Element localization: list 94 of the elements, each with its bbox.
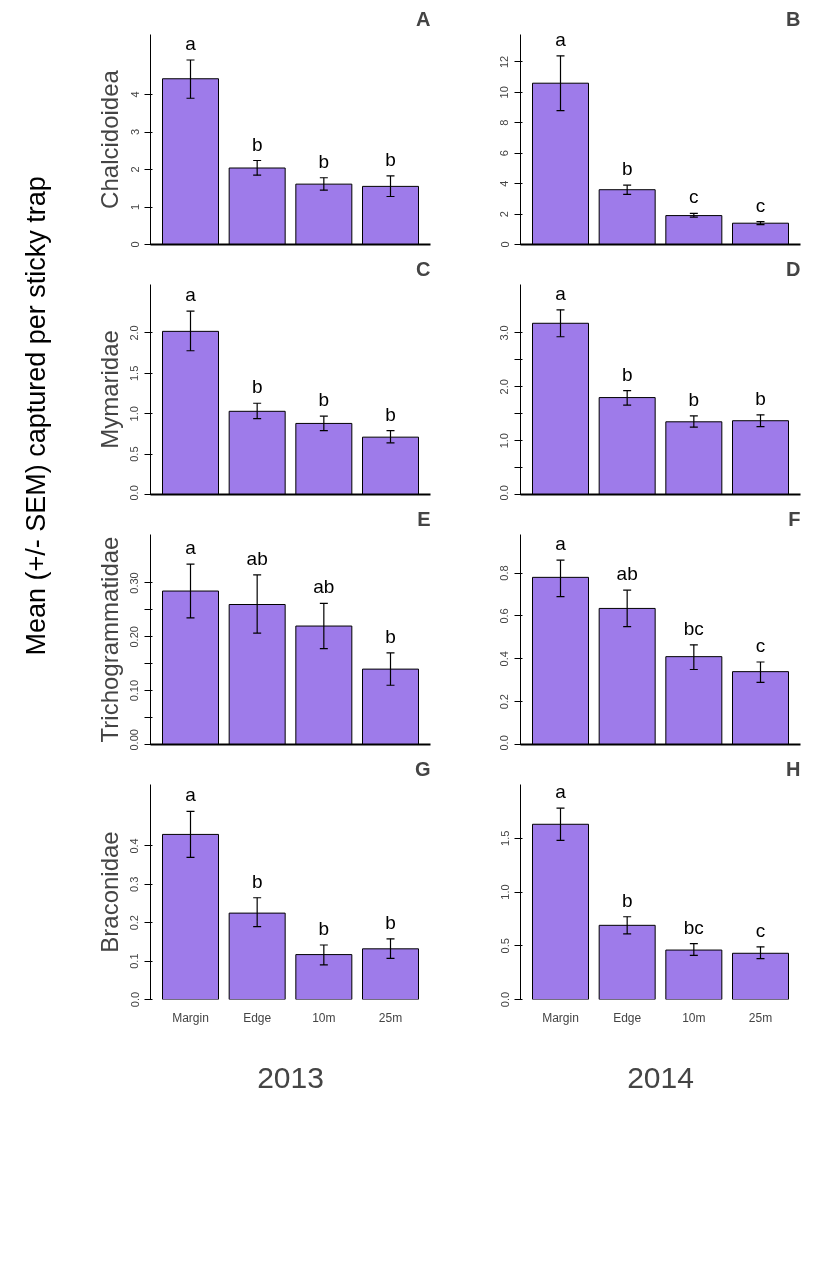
y-axis-title: Mymaridae: [95, 330, 123, 449]
chart-title: F: [788, 507, 801, 530]
data-label: b: [251, 870, 263, 892]
data-label: a: [555, 781, 567, 803]
y-tick-label: 6: [498, 150, 511, 157]
data-label: bc: [683, 617, 704, 639]
y-tick-label: 4: [128, 91, 141, 98]
chart-title: A: [416, 7, 431, 30]
y-tick-label: 12: [498, 55, 511, 69]
y-tick-label: 3.0: [498, 325, 511, 341]
data-label: b: [251, 376, 263, 398]
data-label: c: [755, 919, 766, 941]
y-tick-label: 2: [498, 211, 511, 218]
x-tick-label: 10m: [312, 1010, 336, 1025]
x-tick-label: Margin: [542, 1010, 579, 1025]
y-tick-label: 0: [498, 241, 511, 248]
data-label: b: [385, 403, 396, 425]
y-tick-label: 0.0: [498, 485, 511, 501]
chart-title: H: [786, 757, 801, 780]
y-tick-label: 0.8: [498, 565, 511, 581]
y-tick-label: 2.0: [498, 379, 511, 395]
x-tick-label: 10m: [682, 1010, 706, 1025]
data-label: b: [755, 387, 766, 409]
data-label: c: [755, 194, 766, 216]
y-axis-title: Trichogrammatidae: [95, 536, 123, 743]
chart-title: E: [417, 507, 431, 530]
y-tick-label: 1: [128, 203, 141, 211]
y-tick-label: 1.5: [128, 365, 141, 381]
data-label: b: [385, 625, 396, 647]
y-tick-label: 2.0: [128, 325, 141, 341]
y-tick-label: 0.10: [128, 679, 141, 702]
y-tick-label: 0.2: [128, 915, 141, 931]
y-axis-title: Braconidae: [95, 831, 123, 953]
chart-title: B: [786, 7, 801, 30]
x-axis-title: 2013: [257, 1060, 324, 1094]
y-tick-label: 0.30: [128, 572, 141, 594]
x-tick-label: Edge: [243, 1010, 272, 1025]
data-label: b: [318, 150, 330, 172]
y-tick-label: 0.4: [498, 651, 511, 667]
data-label: b: [688, 388, 700, 410]
data-label: b: [251, 133, 263, 155]
y-tick-label: 0.5: [498, 938, 511, 954]
data-label: b: [385, 148, 396, 170]
y-tick-label: 10: [498, 86, 511, 99]
x-tick-label: Edge: [613, 1010, 642, 1025]
data-label: c: [689, 186, 699, 208]
chart-title: C: [416, 257, 431, 280]
data-label: b: [318, 917, 330, 939]
y-tick-label: 1.5: [498, 830, 511, 846]
data-label: b: [621, 889, 633, 911]
data-label: ab: [616, 563, 638, 585]
y-axis-title: Chalcidoidea: [95, 69, 123, 209]
data-label: a: [185, 284, 197, 306]
y-tick-label: 3: [128, 128, 141, 136]
text: Mean (+/- SEM) captured per sticky trap: [20, 176, 51, 656]
y-tick-label: 1.0: [498, 433, 511, 449]
y-tick-label: 0.0: [128, 991, 141, 1008]
data-label: ab: [313, 576, 335, 598]
y-tick-label: 1.0: [498, 884, 511, 900]
x-axis-title: 2014: [627, 1060, 694, 1094]
y-tick-label: 0.20: [128, 626, 141, 648]
y-tick-label: 0.3: [128, 876, 141, 892]
data-label: a: [185, 784, 197, 806]
y-tick-label: 0.5: [128, 446, 141, 462]
chart-title: D: [786, 257, 801, 280]
y-tick-label: 0.1: [128, 953, 141, 969]
y-tick-label: 0.6: [498, 608, 511, 624]
y-tick-label: 0.0: [128, 485, 141, 501]
chart-title: G: [414, 757, 431, 780]
y-tick-label: 4: [498, 180, 511, 187]
data-label: a: [185, 537, 197, 559]
y-tick-label: 0.00: [128, 729, 141, 751]
data-label: a: [555, 282, 567, 304]
data-label: a: [555, 28, 567, 50]
data-label: ab: [246, 547, 268, 569]
data-label: a: [185, 33, 197, 54]
data-label: bc: [683, 916, 704, 938]
y-tick-label: 0.0: [498, 991, 511, 1008]
y-tick-label: 0.2: [498, 693, 511, 710]
y-tick-label: 0.4: [128, 838, 141, 854]
data-label: c: [755, 635, 766, 656]
data-label: b: [621, 363, 633, 385]
data-label: b: [318, 389, 330, 411]
data-label: b: [385, 911, 396, 933]
x-tick-label: 25m: [748, 1010, 773, 1025]
data-label: a: [555, 533, 567, 555]
data-label: b: [621, 158, 633, 180]
y-tick-label: 0.0: [498, 735, 511, 751]
y-tick-label: 1.0: [128, 406, 141, 422]
y-tick-label: 8: [498, 119, 511, 126]
x-tick-label: Margin: [172, 1010, 209, 1025]
y-tick-label: 2: [128, 166, 141, 173]
x-tick-label: 25m: [378, 1010, 403, 1025]
y-tick-label: 0: [128, 241, 141, 248]
